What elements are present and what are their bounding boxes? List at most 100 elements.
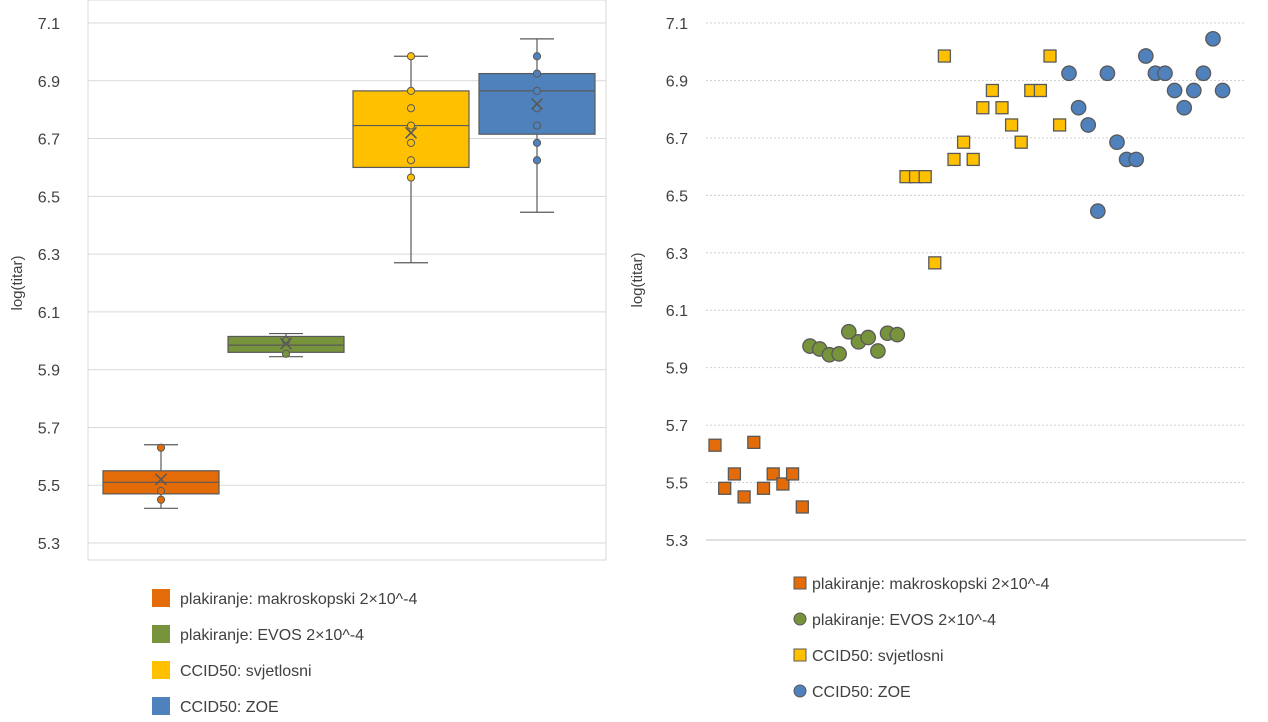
scatter-point bbox=[1128, 151, 1145, 168]
scatter-point bbox=[985, 83, 1000, 98]
scatter-point bbox=[1033, 83, 1048, 98]
box-point bbox=[156, 443, 166, 452]
box-mean-marker bbox=[404, 126, 418, 139]
box-legend-label: plakiranje: makroskopski 2×10^-4 bbox=[180, 591, 418, 608]
scatter-y-tick-label: 6.5 bbox=[666, 188, 688, 205]
scatter-point bbox=[937, 49, 952, 63]
scatter-point bbox=[708, 438, 722, 452]
box-mean-stroke bbox=[279, 337, 293, 350]
box-point bbox=[406, 156, 416, 165]
box-point bbox=[406, 104, 416, 113]
scatter-point bbox=[860, 329, 877, 346]
box-plot-y-tick-label: 5.3 bbox=[38, 536, 60, 553]
box-legend-entry: plakiranje: makroskopski 2×10^-4 bbox=[152, 589, 418, 608]
box-mean-stroke bbox=[530, 97, 544, 110]
box-mean-stroke bbox=[404, 126, 418, 139]
scatter-series-group bbox=[1061, 30, 1231, 219]
scatter-legend: plakiranje: makroskopski 2×10^-4 plakiran… bbox=[793, 576, 1050, 701]
box-legend-label: plakiranje: EVOS 2×10^-4 bbox=[180, 627, 364, 644]
box-plot-y-ticks: 5.3 5.5 5.7 5.9 6.1 6.3 6.5 6.7 6.9 7.1 bbox=[38, 16, 60, 553]
scatter-point bbox=[870, 343, 886, 359]
scatter-legend-label: CCID50: ZOE bbox=[812, 684, 911, 701]
scatter-y-tick-label: 6.9 bbox=[666, 73, 688, 90]
scatter-point bbox=[1185, 82, 1202, 99]
scatter-legend-marker bbox=[793, 684, 807, 698]
scatter-point bbox=[785, 467, 800, 481]
scatter-point bbox=[795, 500, 809, 514]
scatter-y-axis-title: log(titar) bbox=[629, 252, 646, 307]
scatter-point bbox=[1176, 99, 1193, 116]
scatter-point bbox=[1195, 65, 1212, 82]
scatter-point bbox=[976, 101, 990, 115]
box-legend-swatch bbox=[152, 661, 170, 679]
box-series bbox=[352, 52, 470, 264]
box-plot-y-tick-label: 5.9 bbox=[38, 363, 60, 380]
box-series bbox=[478, 38, 596, 213]
scatter-point bbox=[928, 256, 942, 270]
scatter-point bbox=[966, 152, 980, 167]
scatter-point bbox=[1004, 118, 1019, 132]
box-mean-marker bbox=[530, 97, 544, 110]
box-plot-y-tick-label: 5.5 bbox=[38, 478, 60, 495]
box-point bbox=[532, 121, 542, 130]
scatter-y-tick-label: 6.1 bbox=[666, 303, 688, 320]
box-point bbox=[532, 69, 542, 78]
box-point bbox=[281, 349, 291, 358]
scatter-point bbox=[995, 101, 1009, 115]
scatter-point bbox=[1214, 82, 1231, 99]
box-point bbox=[406, 173, 416, 182]
scatter-point bbox=[766, 467, 780, 481]
scatter-point bbox=[947, 152, 961, 167]
scatter-point bbox=[1109, 134, 1125, 151]
scatter-chart: 5.3 5.5 5.7 5.9 6.1 6.3 6.5 6.7 6.9 7.1 log(titar… bbox=[629, 16, 1246, 701]
scatter-point bbox=[1137, 48, 1154, 64]
box-mean-stroke bbox=[154, 473, 168, 486]
box-plot-series bbox=[102, 38, 596, 509]
box-plot-y-tick-label: 6.9 bbox=[38, 74, 60, 91]
box-series bbox=[227, 332, 345, 358]
box-mean-marker bbox=[279, 337, 293, 350]
scatter-point bbox=[918, 170, 932, 184]
scatter-y-tick-label: 7.1 bbox=[666, 16, 688, 33]
scatter-legend-marker bbox=[793, 576, 807, 590]
scatter-point bbox=[1080, 117, 1097, 133]
scatter-legend-label: CCID50: svjetlosni bbox=[812, 648, 944, 665]
box-legend-swatch bbox=[152, 697, 170, 715]
box-point bbox=[532, 52, 542, 61]
box-series bbox=[102, 443, 220, 509]
scatter-point bbox=[889, 326, 906, 343]
scatter-series-group bbox=[802, 323, 906, 363]
box-plot-y-tick-label: 6.5 bbox=[38, 189, 60, 206]
scatter-legend-entry: CCID50: ZOE bbox=[793, 684, 911, 701]
scatter-point bbox=[1205, 30, 1221, 47]
box-plot-y-tick-label: 7.1 bbox=[38, 16, 60, 33]
scatter-point bbox=[718, 481, 732, 495]
scatter-y-tick-label: 6.7 bbox=[666, 131, 688, 148]
scatter-legend-label: plakiranje: makroskopski 2×10^-4 bbox=[812, 576, 1050, 593]
box-point bbox=[406, 86, 416, 95]
scatter-y-tick-label: 5.9 bbox=[666, 361, 688, 378]
scatter-point bbox=[756, 481, 771, 495]
scatter-legend-marker bbox=[793, 612, 807, 626]
scatter-point bbox=[737, 490, 751, 504]
scatter-point bbox=[1089, 203, 1106, 219]
box-plot-y-tick-label: 6.1 bbox=[38, 305, 60, 322]
box-point bbox=[156, 495, 166, 504]
scatter-y-ticks: 5.3 5.5 5.7 5.9 6.1 6.3 6.5 6.7 6.9 7.1 bbox=[666, 16, 688, 550]
scatter-point bbox=[1166, 82, 1183, 99]
scatter-point bbox=[840, 323, 857, 340]
box-point bbox=[532, 156, 542, 165]
scatter-point bbox=[1070, 99, 1087, 116]
box-plot-y-tick-label: 5.7 bbox=[38, 420, 60, 437]
box-legend-entry: CCID50: svjetlosni bbox=[152, 661, 312, 680]
box-legend-entry: plakiranje: EVOS 2×10^-4 bbox=[152, 625, 364, 644]
box-point bbox=[406, 52, 416, 61]
box-plot-legend: plakiranje: makroskopski 2×10^-4 plakiran… bbox=[152, 589, 418, 716]
box-plot-y-tick-label: 6.3 bbox=[38, 247, 60, 264]
box-point bbox=[156, 486, 166, 496]
scatter-point bbox=[776, 477, 790, 491]
scatter-point bbox=[1014, 135, 1028, 149]
scatter-y-tick-label: 5.3 bbox=[666, 533, 688, 550]
scatter-point bbox=[1061, 65, 1077, 82]
